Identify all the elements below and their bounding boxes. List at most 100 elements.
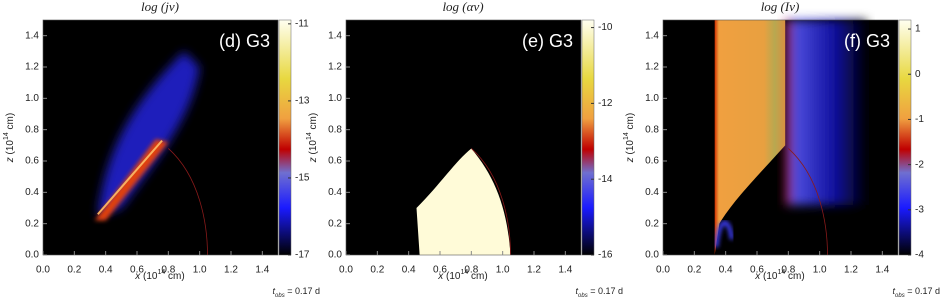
colorbar: [898, 19, 912, 256]
x-tick-label: 1.2: [224, 265, 238, 276]
ylabel-part: cm): [625, 113, 636, 132]
y-tick-label: 1.4: [328, 30, 342, 41]
colorbar: [581, 19, 595, 256]
emission-edge: [97, 139, 163, 215]
colorbar: [278, 19, 292, 256]
colorbar-tick-label: -10: [598, 22, 613, 33]
y-tick-label: 0.4: [328, 187, 342, 198]
emission-plume: [97, 51, 200, 216]
y-tick-label: 1.0: [25, 93, 39, 104]
panel-label: (f) G3: [844, 31, 890, 51]
x-tick-label: 0.4: [719, 265, 733, 276]
y-axis-label: z (1014 cm): [3, 113, 15, 163]
colorbar-tick-label: -16: [598, 250, 613, 261]
y-tick-label: 0.6: [328, 156, 342, 167]
panel-title: log (αν): [442, 0, 483, 14]
time-note: tobs = 0.17 d: [576, 286, 623, 298]
colorbar-tick-label: 1: [915, 24, 921, 35]
note-part: = 0.17 d: [588, 286, 623, 296]
y-tick-label: 0.8: [328, 124, 342, 135]
colorbar-tick-label: -11: [295, 18, 309, 29]
y-tick-label: 0.8: [25, 124, 39, 135]
x-tick-label: 0.4: [402, 265, 416, 276]
x-tick-label: 0.8: [781, 265, 795, 276]
colorbar-tick-label: -4: [915, 250, 924, 261]
x-tick-label: 0.2: [67, 265, 81, 276]
colorbar-tick-label: -14: [598, 174, 613, 185]
y-tick-label: 0.0: [645, 250, 659, 261]
xlabel-part: (10: [760, 271, 778, 282]
note-part: obs: [895, 293, 905, 299]
colorbar-tick-label: -1: [915, 114, 924, 125]
emission-core: [94, 139, 169, 221]
panel: log (jν) (d) G3 0.0 0.2 0.4 0.6 0.8 1.0 1.2 1.4 0.…: [3, 0, 320, 299]
x-tick-label: 1.4: [255, 265, 269, 276]
ylabel-part: 14: [306, 132, 313, 140]
colorbar-tick-label: -3: [915, 204, 924, 215]
y-axis-label: z (1014 cm): [623, 113, 635, 163]
y-tick-label: 0.2: [645, 218, 659, 229]
xlabel-part: 14: [460, 269, 468, 276]
panel-label: (d) G3: [219, 31, 270, 51]
x-tick-label: 0.6: [750, 265, 764, 276]
y-tick-label: 0.4: [25, 187, 39, 198]
colorbar-tick-label: -13: [295, 96, 310, 107]
x-tick-label: 0.8: [161, 265, 175, 276]
intensity-base: [714, 220, 734, 248]
x-tick-label: 0.2: [370, 265, 384, 276]
y-axis-label: z (1014 cm): [306, 113, 318, 163]
panel: log (αν) (e) G3 0.0 0.2 0.4 0.6 0.8 1.0 1.2 1.4 0.…: [306, 0, 623, 299]
ylabel-part: 14: [623, 132, 630, 140]
ylabel-part: (10: [5, 140, 16, 158]
y-tick-label: 1.0: [328, 93, 342, 104]
x-tick-label: 0.6: [130, 265, 144, 276]
x-axis-label: x (1014 cm): [437, 269, 487, 281]
x-tick-label: 0.0: [339, 265, 353, 276]
ylabel-part: cm): [5, 113, 16, 132]
x-tick-label: 1.2: [527, 265, 541, 276]
note-part: = 0.17 d: [285, 286, 320, 296]
panel-label: (e) G3: [522, 31, 573, 51]
y-tick-label: 1.2: [328, 62, 342, 73]
y-tick-label: 1.2: [645, 62, 659, 73]
x-tick-label: 0.0: [656, 265, 670, 276]
ylabel-part: z: [5, 157, 16, 163]
x-tick-label: 1.2: [844, 265, 858, 276]
shock-arc: [471, 148, 511, 256]
xlabel-part: cm): [468, 271, 487, 282]
absorption-wedge: [416, 148, 511, 255]
ylabel-part: z: [308, 157, 319, 163]
note-part: obs: [275, 293, 285, 299]
y-tick-label: 0.2: [25, 218, 39, 229]
plot-frame: [345, 19, 582, 256]
plot-frame: [662, 19, 899, 256]
xlabel-part: cm): [165, 271, 184, 282]
x-axis-label: x (1014 cm): [134, 269, 184, 281]
plot-frame: [42, 19, 279, 256]
y-tick-label: 0.6: [25, 156, 39, 167]
x-tick-label: 0.2: [687, 265, 701, 276]
x-tick-label: 1.0: [496, 265, 510, 276]
y-tick-label: 0.2: [328, 218, 342, 229]
note-part: obs: [578, 293, 588, 299]
xlabel-part: 14: [777, 269, 785, 276]
intensity-region: [714, 20, 786, 255]
x-tick-label: 1.0: [813, 265, 827, 276]
x-tick-label: 0.6: [433, 265, 447, 276]
note-part: t: [576, 286, 579, 296]
colorbar-tick-label: -2: [915, 159, 924, 170]
x-tick-label: 0.4: [99, 265, 113, 276]
xlabel-part: x: [437, 271, 444, 282]
x-tick-label: 1.0: [193, 265, 207, 276]
ylabel-part: cm): [308, 113, 319, 132]
x-tick-label: 0.0: [36, 265, 50, 276]
xlabel-part: 14: [157, 269, 165, 276]
xlabel-part: cm): [785, 271, 804, 282]
x-axis-label: x (1014 cm): [754, 269, 804, 281]
panel: log (Iν) (f) G3 0.0 0.2 0.4 0.6 0.8 1.0 1.2 1.4 0.…: [623, 0, 940, 299]
note-part: t: [893, 286, 896, 296]
intensity-halo: [785, 20, 867, 205]
xlabel-part: x: [134, 271, 141, 282]
y-tick-label: 0.0: [25, 250, 39, 261]
